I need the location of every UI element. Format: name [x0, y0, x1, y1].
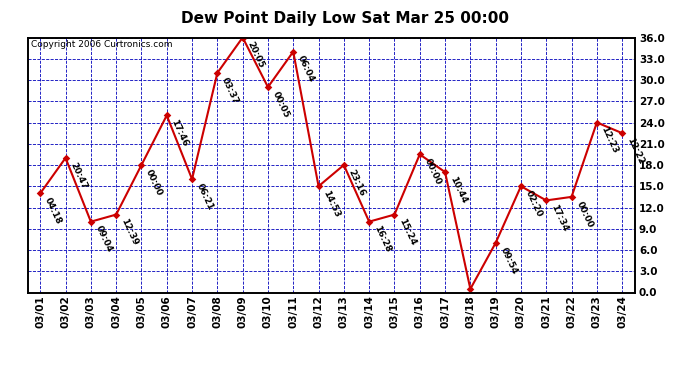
Point: [186, 176, 197, 182]
Text: 00:00: 00:00: [144, 168, 164, 197]
Point: [136, 162, 147, 168]
Point: [338, 162, 349, 168]
Text: 06:21: 06:21: [195, 182, 215, 212]
Point: [86, 219, 97, 225]
Text: 12:39: 12:39: [119, 217, 139, 247]
Point: [212, 70, 223, 76]
Text: 09:04: 09:04: [94, 225, 114, 254]
Text: 20:05: 20:05: [246, 40, 266, 70]
Point: [364, 219, 375, 225]
Text: 00:00: 00:00: [574, 200, 594, 229]
Point: [617, 130, 628, 136]
Text: 17:46: 17:46: [170, 118, 190, 148]
Point: [465, 286, 476, 292]
Point: [515, 183, 526, 189]
Point: [161, 112, 172, 118]
Text: 09:54: 09:54: [498, 246, 519, 276]
Point: [414, 152, 425, 157]
Text: Dew Point Daily Low Sat Mar 25 00:00: Dew Point Daily Low Sat Mar 25 00:00: [181, 11, 509, 26]
Point: [541, 197, 552, 203]
Point: [288, 49, 299, 55]
Text: 10:44: 10:44: [448, 175, 468, 205]
Point: [237, 34, 248, 40]
Text: 14:53: 14:53: [322, 189, 342, 219]
Text: 12:22: 12:22: [625, 136, 645, 166]
Text: 04:18: 04:18: [43, 196, 63, 226]
Point: [591, 120, 602, 126]
Point: [389, 211, 400, 217]
Text: 00:05: 00:05: [270, 90, 290, 119]
Text: 23:16: 23:16: [346, 168, 367, 198]
Text: 15:24: 15:24: [397, 217, 417, 247]
Text: 02:20: 02:20: [524, 189, 544, 219]
Point: [566, 194, 577, 200]
Point: [60, 155, 71, 161]
Text: 06:04: 06:04: [296, 54, 316, 84]
Point: [34, 190, 46, 196]
Text: 16:28: 16:28: [372, 225, 392, 254]
Text: 12:23: 12:23: [600, 125, 620, 155]
Text: 20:47: 20:47: [68, 161, 88, 190]
Point: [262, 84, 273, 90]
Point: [440, 169, 451, 175]
Point: [110, 211, 121, 217]
Text: 17:34: 17:34: [549, 203, 569, 233]
Point: [490, 240, 501, 246]
Text: 03:37: 03:37: [220, 76, 240, 105]
Text: 00:00: 00:00: [422, 157, 442, 186]
Point: [313, 183, 324, 189]
Text: Copyright 2006 Curtronics.com: Copyright 2006 Curtronics.com: [30, 40, 172, 49]
